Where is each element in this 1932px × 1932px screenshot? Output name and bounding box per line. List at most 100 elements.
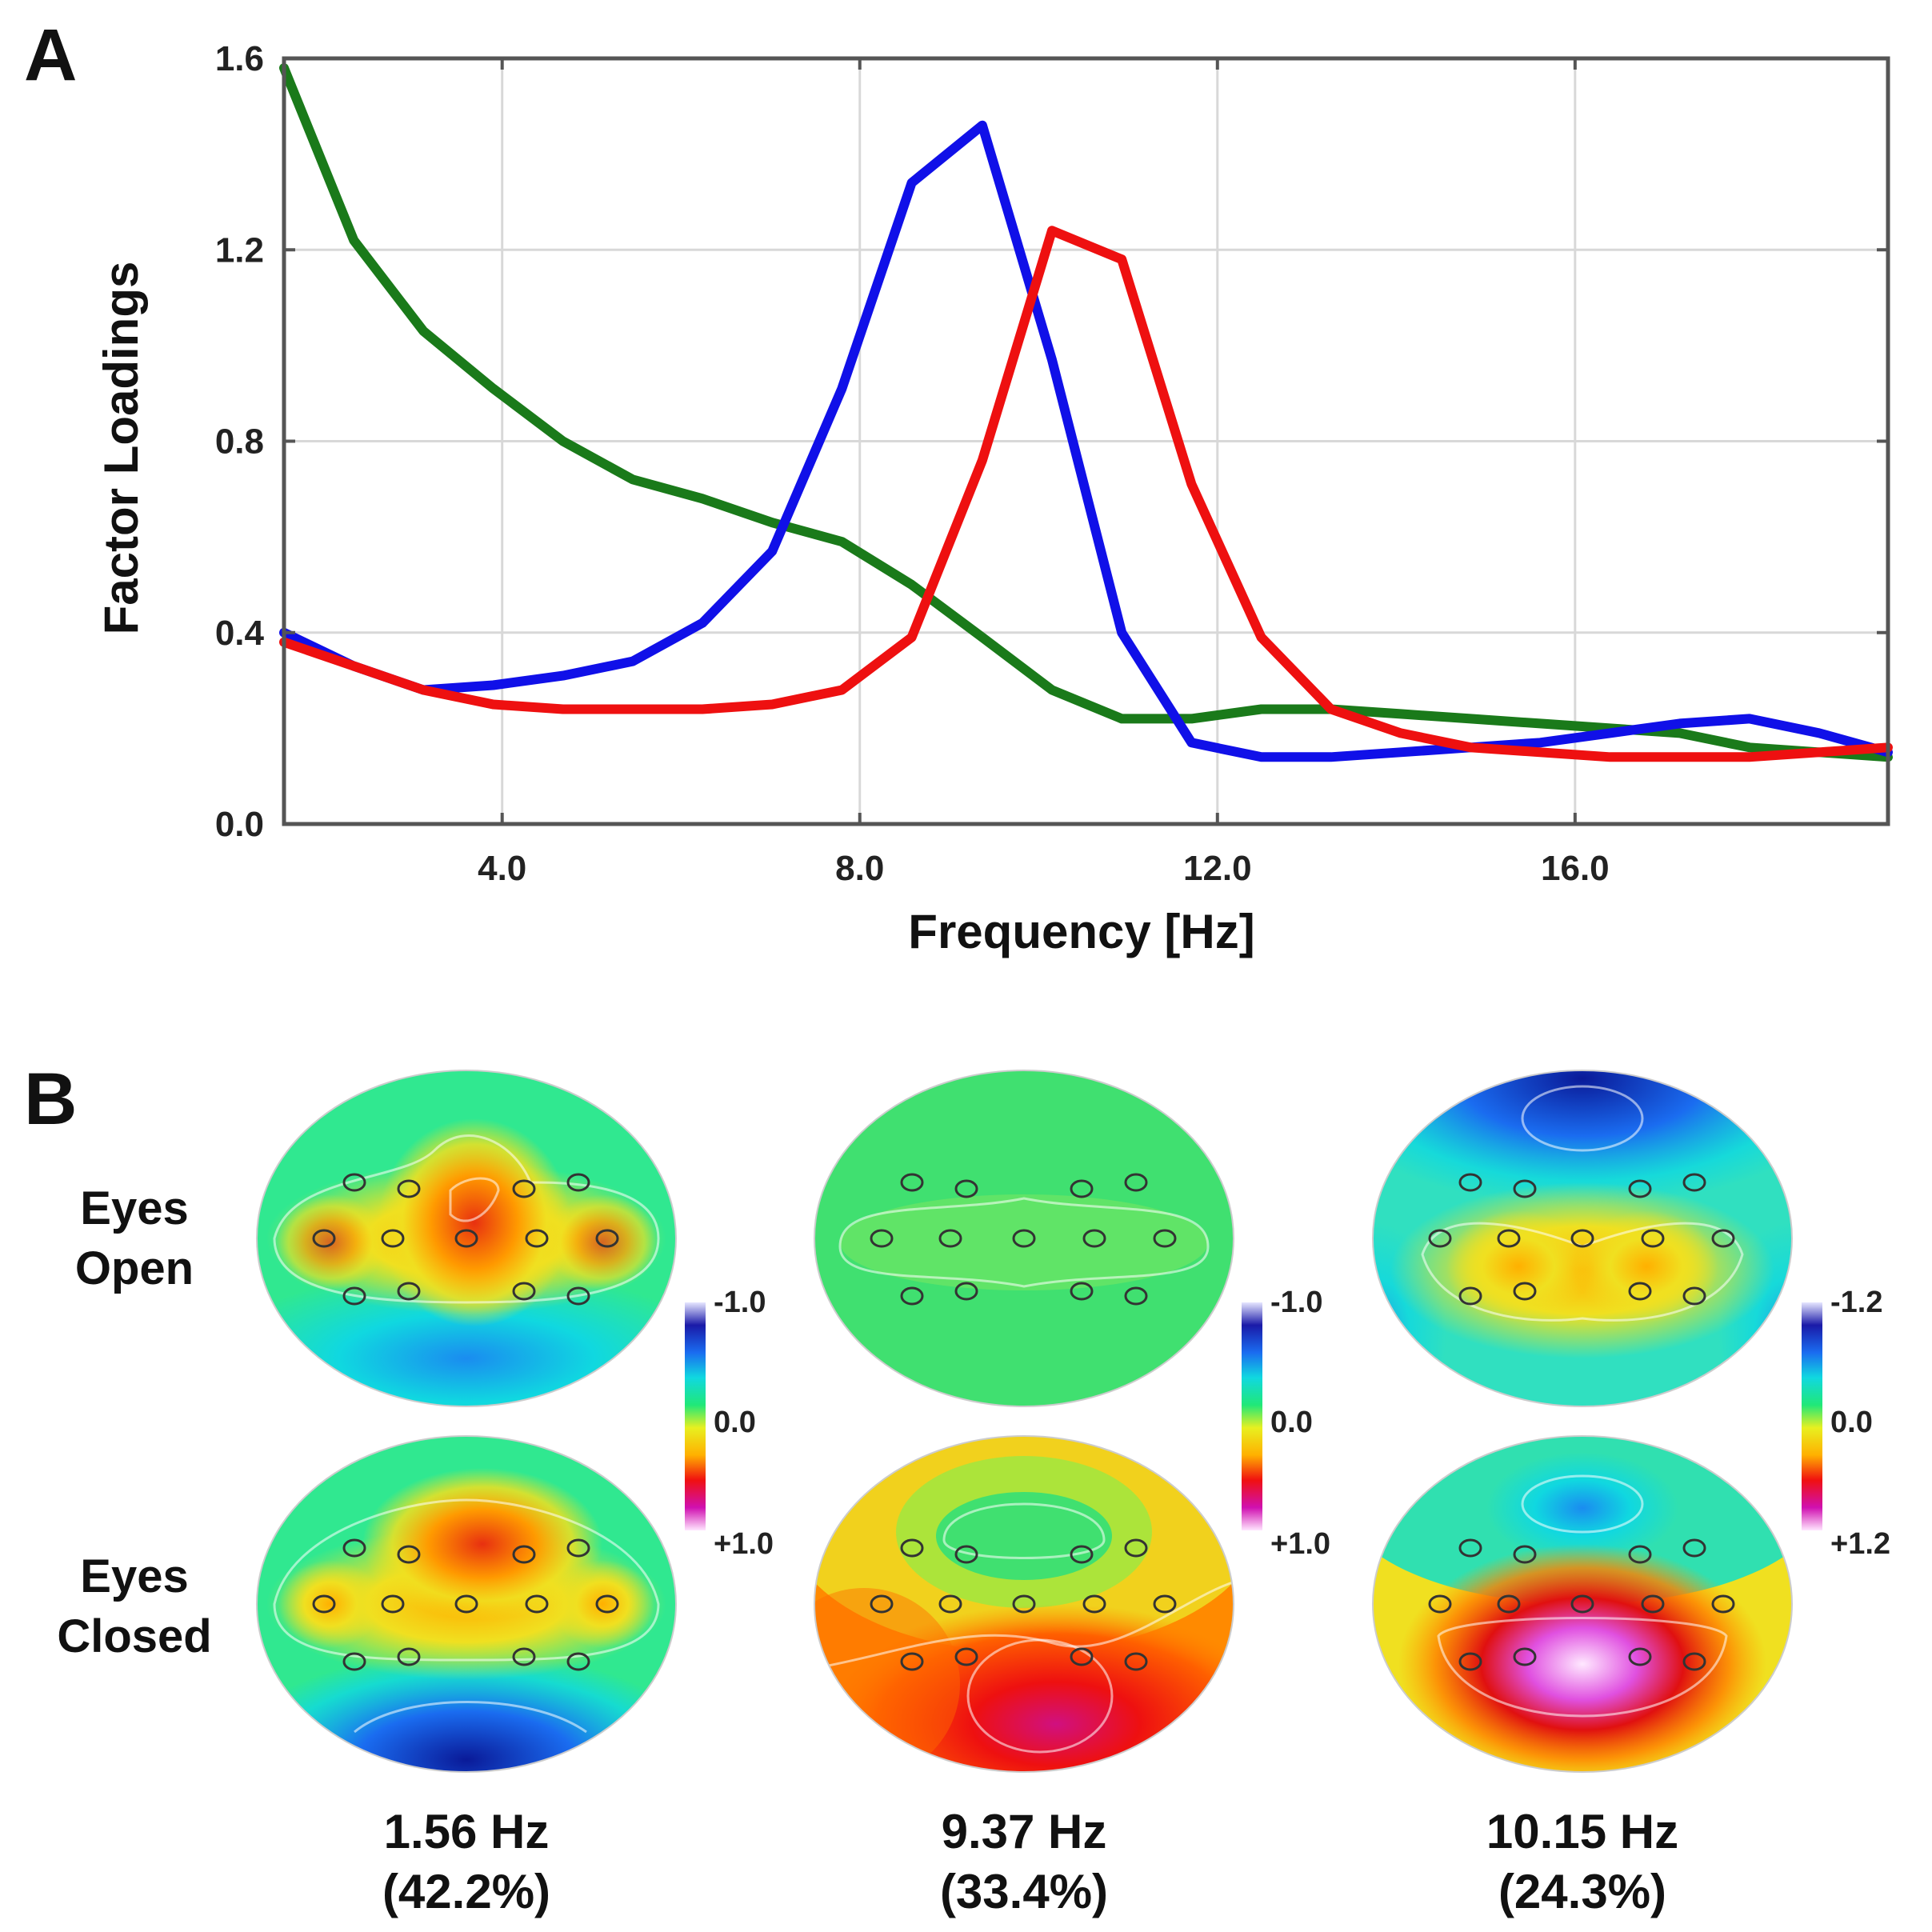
electrode-marker bbox=[1711, 1594, 1735, 1614]
caption-1-56hz: 1.56 Hz (42.2%) bbox=[382, 1805, 550, 1918]
electrode-marker bbox=[1682, 1286, 1706, 1306]
electrode-marker bbox=[938, 1594, 962, 1614]
electrode-marker bbox=[566, 1286, 590, 1306]
series-line-1 bbox=[279, 63, 1893, 762]
electrode-marker bbox=[870, 1229, 894, 1248]
y-tick-label: 1.2 bbox=[215, 230, 264, 270]
electrode-marker bbox=[342, 1286, 366, 1306]
electrode-marker bbox=[312, 1594, 336, 1614]
colorbar-3: -1.2 0.0 +1.2 bbox=[1802, 1286, 1890, 1561]
electrode-marker bbox=[1628, 1545, 1652, 1564]
topomap-1-56hz-eyes-open bbox=[256, 1070, 677, 1407]
electrode-marker bbox=[1711, 1229, 1735, 1248]
colorbar-bottom-label: +1.0 bbox=[714, 1527, 774, 1561]
electrode-marker bbox=[1124, 1538, 1148, 1558]
x-axis-title: Frequency [Hz] bbox=[908, 905, 1254, 958]
electrode-marker bbox=[381, 1229, 405, 1248]
electrode-marker bbox=[454, 1594, 478, 1614]
colorbar-bottom-label: +1.2 bbox=[1830, 1527, 1890, 1561]
electrode-marker bbox=[1070, 1647, 1094, 1666]
electrode-marker bbox=[1513, 1282, 1537, 1301]
electrode-marker bbox=[900, 1652, 924, 1671]
colorbar-bottom-label: +1.0 bbox=[1270, 1527, 1330, 1561]
electrode-marker bbox=[1628, 1179, 1652, 1198]
electrode-marker bbox=[397, 1179, 421, 1198]
electrode-marker bbox=[1428, 1229, 1452, 1248]
electrode-marker bbox=[1513, 1647, 1537, 1666]
electrode-marker bbox=[1124, 1173, 1148, 1192]
electrode-marker bbox=[397, 1647, 421, 1666]
colorbar-1: -1.0 0.0 +1.0 bbox=[685, 1286, 774, 1561]
caption-10-15hz: 10.15 Hz (24.3%) bbox=[1486, 1805, 1678, 1918]
caption-frequency: 10.15 Hz bbox=[1486, 1805, 1678, 1858]
electrode-marker bbox=[1082, 1594, 1106, 1614]
y-tick-label: 0.0 bbox=[215, 805, 264, 844]
colorbar-2: -1.0 0.0 +1.0 bbox=[1242, 1286, 1330, 1561]
row-label-line: Eyes bbox=[80, 1550, 188, 1602]
factor-loadings-chart: 4.0 8.0 12.0 16.0 0.0 0.4 0.8 1.2 1.6 Frequency … bbox=[94, 39, 1893, 958]
electrode-marker bbox=[954, 1647, 978, 1666]
electrode-marker bbox=[1628, 1647, 1652, 1666]
electrode-marker bbox=[566, 1538, 590, 1558]
x-tick-label: 12.0 bbox=[1183, 849, 1252, 888]
colorbar-mid-label: 0.0 bbox=[1830, 1406, 1873, 1439]
colorbar-gradient bbox=[685, 1302, 706, 1530]
series-line-2 bbox=[279, 120, 1893, 762]
electrode-marker bbox=[397, 1282, 421, 1301]
electrode-marker bbox=[342, 1652, 366, 1671]
chart-ticks: 4.0 8.0 12.0 16.0 0.0 0.4 0.8 1.2 1.6 bbox=[215, 39, 1888, 888]
topomap-1-56hz-eyes-closed bbox=[256, 1435, 677, 1773]
electrode-marker bbox=[954, 1179, 978, 1198]
electrode-marker bbox=[1513, 1179, 1537, 1198]
colorbar-gradient bbox=[1802, 1302, 1822, 1530]
caption-percent: (42.2%) bbox=[382, 1865, 550, 1918]
panel-b-letter: B bbox=[24, 1058, 77, 1140]
electrode-marker bbox=[1513, 1545, 1537, 1564]
electrode-marker bbox=[1641, 1594, 1665, 1614]
topomap-10-15hz-eyes-open bbox=[1372, 1070, 1793, 1407]
electrode-marker bbox=[954, 1282, 978, 1301]
electrode-marker bbox=[566, 1173, 590, 1192]
electrode-marker bbox=[1641, 1229, 1665, 1248]
caption-frequency: 1.56 Hz bbox=[384, 1805, 550, 1858]
electrode-marker bbox=[512, 1282, 536, 1301]
electrode-marker bbox=[954, 1545, 978, 1564]
electrode-marker bbox=[512, 1647, 536, 1666]
colorbar-top-label: -1.0 bbox=[714, 1286, 766, 1319]
colorbar-top-label: -1.2 bbox=[1830, 1286, 1882, 1319]
electrode-marker bbox=[900, 1538, 924, 1558]
topomap-9-37hz-eyes-open bbox=[814, 1070, 1234, 1407]
topomap-9-37hz-eyes-closed bbox=[814, 1435, 1234, 1773]
chart-series bbox=[279, 63, 1893, 762]
caption-9-37hz: 9.37 Hz (33.4%) bbox=[940, 1805, 1108, 1918]
electrode-marker bbox=[1082, 1229, 1106, 1248]
electrode-marker bbox=[1458, 1652, 1482, 1671]
electrode-marker bbox=[1012, 1229, 1036, 1248]
electrode-marker bbox=[938, 1229, 962, 1248]
electrode-marker bbox=[1153, 1594, 1177, 1614]
electrode-marker bbox=[1682, 1173, 1706, 1192]
electrode-marker bbox=[397, 1545, 421, 1564]
row-label-line: Open bbox=[75, 1242, 194, 1294]
electrode-marker bbox=[1570, 1229, 1594, 1248]
electrode-marker bbox=[342, 1538, 366, 1558]
electrode-marker bbox=[1428, 1594, 1452, 1614]
colorbar-mid-label: 0.0 bbox=[1270, 1406, 1313, 1439]
electrode-marker bbox=[512, 1179, 536, 1198]
colorbar-gradient bbox=[1242, 1302, 1262, 1530]
caption-percent: (24.3%) bbox=[1498, 1865, 1666, 1918]
row-label-eyes-closed: Eyes Closed bbox=[57, 1550, 211, 1662]
electrode-marker bbox=[1124, 1286, 1148, 1306]
electrode-marker bbox=[1070, 1545, 1094, 1564]
electrode-marker bbox=[1497, 1594, 1521, 1614]
electrode-marker bbox=[870, 1594, 894, 1614]
topomap-10-15hz-eyes-closed bbox=[1372, 1435, 1793, 1773]
electrode-marker bbox=[1012, 1594, 1036, 1614]
y-tick-label: 0.4 bbox=[215, 614, 265, 653]
y-tick-label: 0.8 bbox=[215, 422, 264, 462]
electrode-marker bbox=[1458, 1173, 1482, 1192]
caption-frequency: 9.37 Hz bbox=[942, 1805, 1107, 1858]
electrode-marker bbox=[512, 1545, 536, 1564]
electrode-marker bbox=[595, 1594, 619, 1614]
colorbar-mid-label: 0.0 bbox=[714, 1406, 756, 1439]
